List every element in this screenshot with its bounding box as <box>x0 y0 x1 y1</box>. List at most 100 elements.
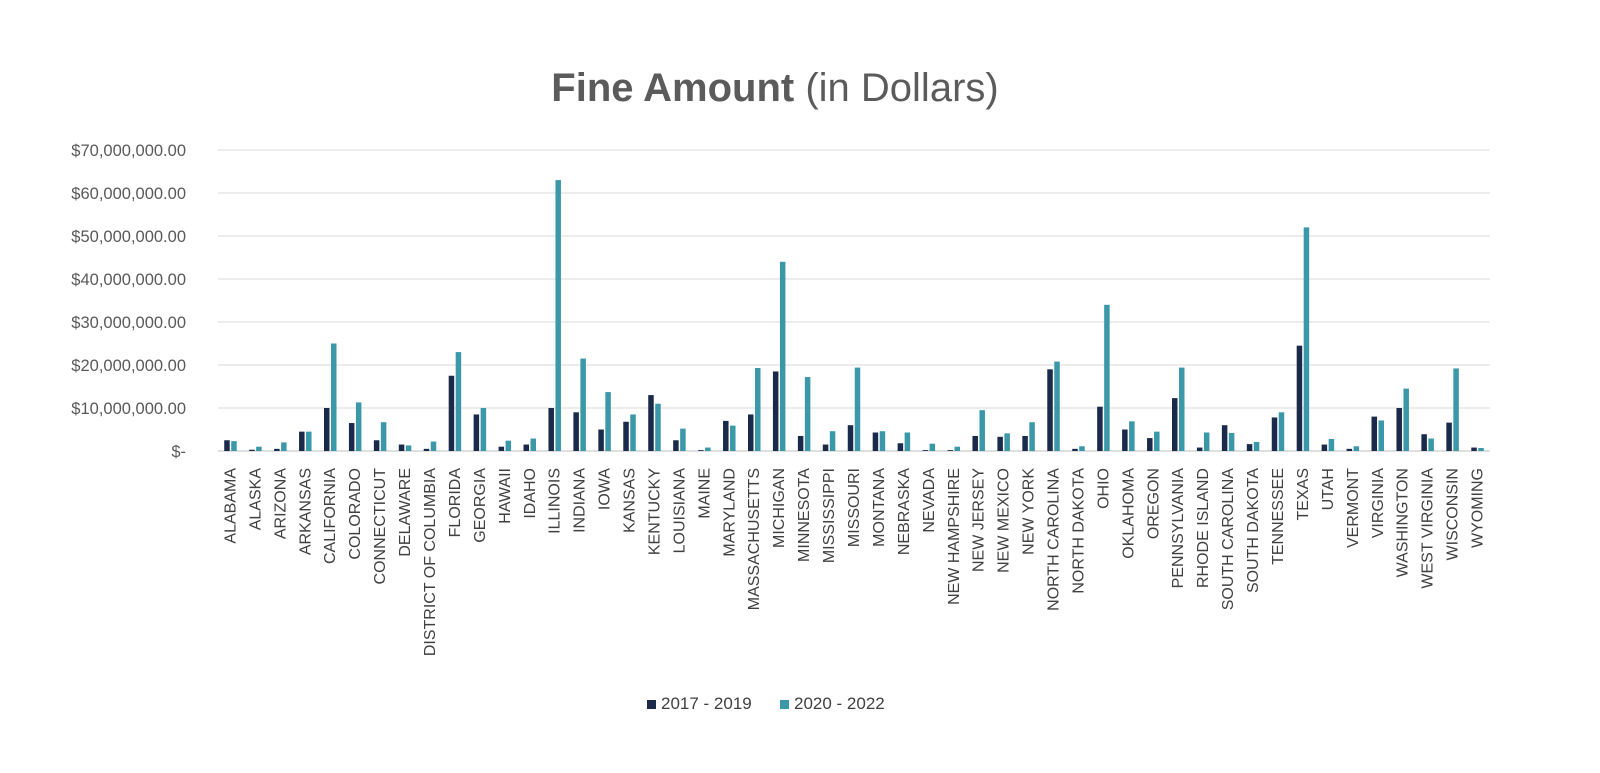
bar-series2 <box>306 431 312 451</box>
bar-series2 <box>330 343 337 451</box>
x-tick-label: FLORIDA <box>447 468 464 538</box>
bar-series1 <box>1396 408 1402 451</box>
x-tick-label: MISSISSIPPI <box>821 468 838 563</box>
bar-series1 <box>473 414 480 451</box>
bar-series1 <box>1147 438 1153 451</box>
bar-series1 <box>972 435 978 451</box>
x-tick-label: SOUTH DAKOTA <box>1245 468 1262 593</box>
grid-lines <box>218 149 1490 452</box>
bar-series1 <box>1072 448 1078 451</box>
bar-series1 <box>1196 447 1203 451</box>
x-axis-ticks: ALABAMA ALASKA ARIZONA ARKANSAS CALIFORNIA CO… <box>222 468 1486 657</box>
bar-series2 <box>1303 227 1310 451</box>
bar-series1 <box>323 408 330 451</box>
y-tick-label: $10,000,000.00 <box>71 400 186 418</box>
x-tick-label: WASHINGTON <box>1395 468 1412 577</box>
y-tick-label: $20,000,000.00 <box>71 357 186 375</box>
x-tick-label: COLORADO <box>347 468 364 560</box>
bar-series2 <box>954 446 961 451</box>
bar-series2 <box>1228 432 1235 451</box>
bar-series2 <box>655 403 661 451</box>
bar-series2 <box>380 422 387 451</box>
bar-series1 <box>772 371 779 451</box>
bar-series2 <box>1328 438 1335 451</box>
x-tick-label: ARIZONA <box>272 468 289 539</box>
x-tick-label: WEST VIRGINIA <box>1420 468 1437 589</box>
bar-series1 <box>747 414 754 451</box>
bar-series1 <box>1321 444 1328 451</box>
x-tick-label: VIRGINIA <box>1370 468 1387 539</box>
y-tick-label: $70,000,000.00 <box>71 142 186 160</box>
bar-series1 <box>797 435 804 451</box>
bar-series1 <box>1171 398 1178 451</box>
y-tick-label: $50,000,000.00 <box>71 228 186 246</box>
bar-series1 <box>598 429 604 451</box>
bar-series1 <box>274 448 280 451</box>
bar-series2 <box>530 438 537 451</box>
bar-series1 <box>523 444 530 451</box>
bar-series2 <box>605 392 611 451</box>
bar-series1 <box>673 440 679 451</box>
bar-series2 <box>829 431 836 451</box>
x-tick-label: MICHIGAN <box>771 468 788 548</box>
bar-series1 <box>1097 406 1103 451</box>
bar-series2 <box>405 445 412 451</box>
bar-series2 <box>355 402 362 451</box>
x-tick-label: INDIANA <box>572 468 589 533</box>
x-tick-label: ILLINOIS <box>547 468 564 534</box>
bar-series2 <box>979 410 985 451</box>
bar-series1 <box>822 444 829 451</box>
x-tick-label: ALASKA <box>247 468 264 531</box>
bar-series1 <box>1346 448 1353 451</box>
bar-series1 <box>573 412 579 451</box>
legend-swatch <box>780 700 789 709</box>
bar-series2 <box>879 431 886 451</box>
bar-series2 <box>1154 431 1160 451</box>
x-tick-label: PENNSYLVANIA <box>1170 468 1187 589</box>
bar-series2 <box>1079 446 1085 451</box>
bar-series1 <box>922 450 929 451</box>
bar-series2 <box>231 441 237 451</box>
chart-title: Fine Amount (in Dollars) <box>0 66 1550 111</box>
chart-title-suffix: (in Dollars) <box>805 66 999 110</box>
x-tick-label: IOWA <box>597 468 614 510</box>
bar-series1 <box>224 440 230 451</box>
bar-series1 <box>1221 425 1228 451</box>
x-tick-label: DELAWARE <box>397 468 414 557</box>
legend-swatch <box>647 700 656 709</box>
bar-series1 <box>847 425 854 451</box>
bar-series1 <box>648 395 654 451</box>
bar-series2 <box>281 442 287 451</box>
x-tick-label: TENNESSEE <box>1270 468 1287 565</box>
bar-series1 <box>423 448 430 451</box>
bar-series1 <box>373 440 380 451</box>
x-tick-label: NORTH DAKOTA <box>1070 468 1087 594</box>
x-tick-label: DISTRICT OF COLUMBIA <box>422 468 439 656</box>
bar-series2 <box>854 367 861 451</box>
bar-series2 <box>804 377 811 451</box>
x-tick-label: CALIFORNIA <box>322 468 339 564</box>
bar-series1 <box>1446 422 1452 451</box>
x-tick-label: KENTUCKY <box>646 468 663 555</box>
x-tick-label: WYOMING <box>1470 468 1487 548</box>
x-tick-label: OHIO <box>1095 468 1112 509</box>
bar-series1 <box>1246 444 1253 451</box>
x-tick-label: UTAH <box>1320 468 1337 510</box>
x-tick-label: MISSOURI <box>846 468 863 547</box>
bar-series1 <box>872 432 879 451</box>
x-tick-label: NEW YORK <box>1021 468 1038 555</box>
bar-series2 <box>1054 361 1060 451</box>
bar-series2 <box>1428 438 1434 451</box>
x-tick-label: MINNESOTA <box>796 468 813 562</box>
x-tick-label: NEW HAMPSHIRE <box>946 468 963 605</box>
bar-series1 <box>947 450 954 451</box>
bar-series2 <box>1029 422 1035 451</box>
x-tick-label: LOUISIANA <box>671 468 688 554</box>
x-tick-label: NEBRASKA <box>896 468 913 555</box>
bar-series2 <box>1004 433 1010 451</box>
bar-series2 <box>680 428 686 451</box>
x-tick-label: CONNECTICUT <box>372 468 389 585</box>
bar-series2 <box>480 408 487 451</box>
bar-series1 <box>348 423 355 451</box>
